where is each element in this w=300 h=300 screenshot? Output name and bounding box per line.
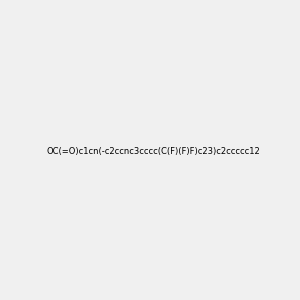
Text: OC(=O)c1cn(-c2ccnc3cccc(C(F)(F)F)c23)c2ccccc12: OC(=O)c1cn(-c2ccnc3cccc(C(F)(F)F)c23)c2c… (47, 147, 261, 156)
